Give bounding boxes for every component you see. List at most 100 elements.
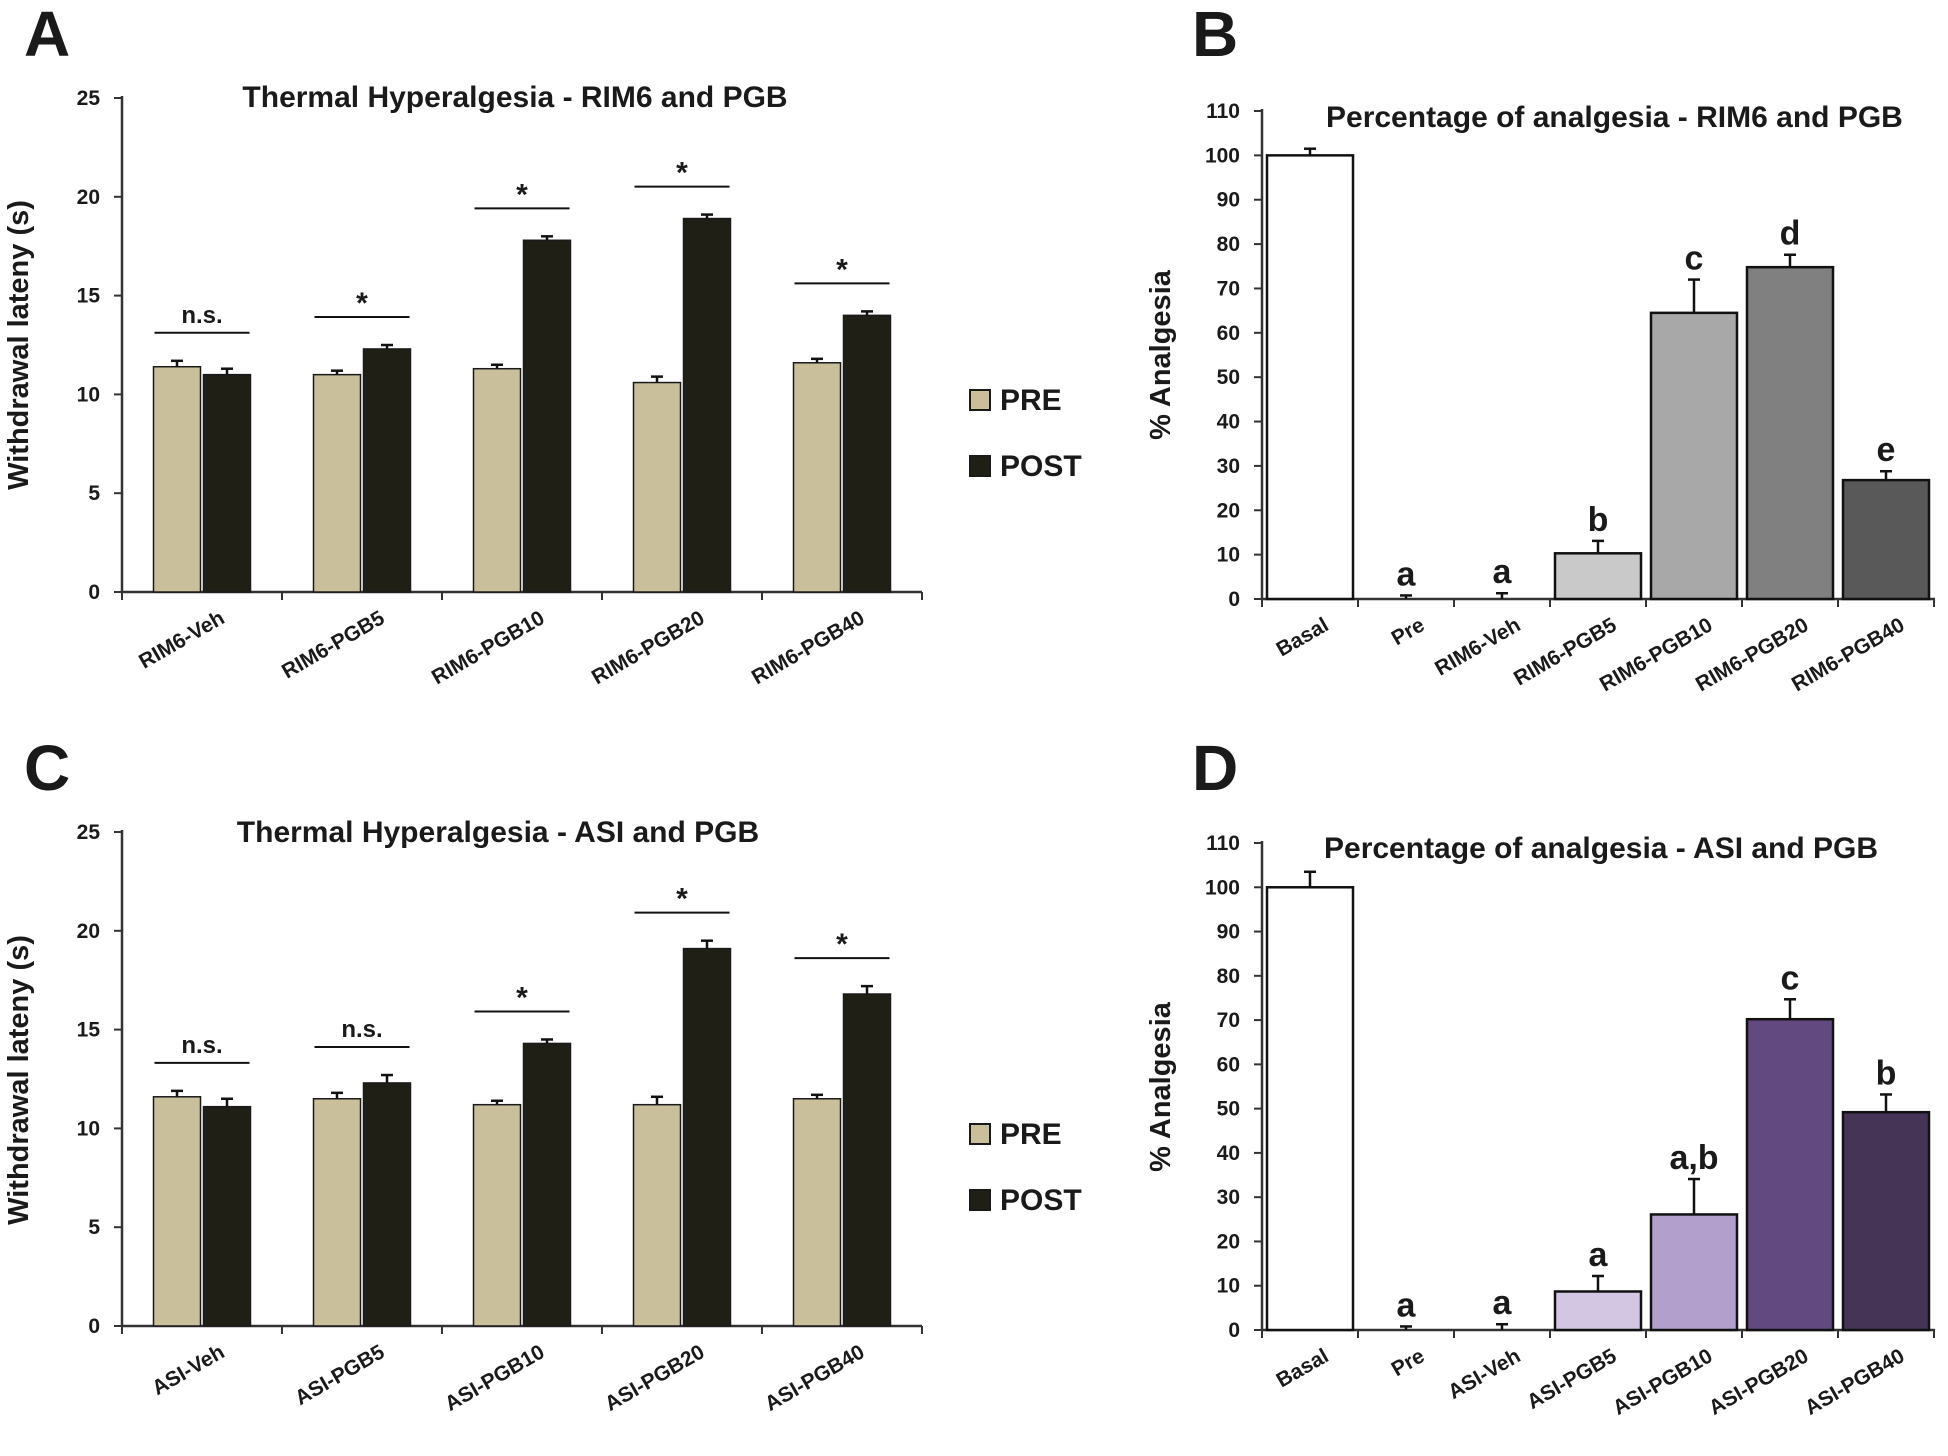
bar: [1649, 311, 1739, 601]
y-tick-label: 20: [1217, 499, 1240, 522]
significance-label: *: [356, 287, 368, 320]
bar-pre: [792, 362, 842, 593]
bar-post: [842, 314, 892, 593]
y-tick-label: 80: [1217, 233, 1240, 256]
significance-label: *: [516, 178, 528, 211]
bar-pre: [632, 381, 682, 593]
y-tick-label: 50: [1217, 1098, 1240, 1121]
group-letter: d: [1780, 215, 1801, 253]
x-tick-label: ASI-PGB40: [1801, 1344, 1909, 1419]
x-tick-label: Pre: [1388, 1344, 1429, 1381]
y-tick-label: 30: [1217, 455, 1240, 478]
group-letter: b: [1588, 501, 1609, 539]
y-tick-label: 110: [1206, 100, 1240, 123]
significance-label: *: [836, 253, 848, 286]
x-tick-label: RIM6-PGB5: [278, 606, 389, 683]
y-tick-label: 5: [88, 1216, 100, 1239]
x-tick-label: ASI-PGB20: [1705, 1344, 1813, 1419]
bar: [1265, 886, 1355, 1332]
y-tick-label: 10: [1217, 544, 1240, 567]
significance-label: *: [676, 883, 688, 916]
y-tick-label: 90: [1217, 921, 1240, 944]
x-tick-label: RIM6-PGB10: [428, 606, 549, 689]
significance-label: n.s.: [181, 1032, 222, 1059]
chart-title: Percentage of analgesia - ASI and PGB: [1324, 832, 1878, 865]
y-tick-label: 70: [1217, 277, 1240, 300]
significance-label: *: [516, 981, 528, 1014]
bar-post: [202, 1105, 252, 1327]
bar-post: [682, 947, 732, 1327]
y-tick-label: 0: [88, 1315, 100, 1338]
y-tick-label: 90: [1217, 189, 1240, 212]
group-letter: c: [1685, 240, 1704, 278]
bar: [1841, 478, 1931, 601]
y-tick-label: 0: [1228, 588, 1240, 611]
bar-post: [362, 1082, 412, 1327]
y-tick-label: 0: [1228, 1319, 1240, 1342]
y-tick-label: 20: [1217, 1230, 1240, 1253]
bar: [1553, 552, 1643, 601]
legend-swatch-post: [969, 1189, 991, 1211]
x-tick-label: ASI-PGB5: [291, 1340, 389, 1410]
y-tick-label: 100: [1205, 144, 1240, 167]
bar: [1553, 1290, 1643, 1332]
bar-post: [362, 348, 412, 593]
group-letter: a: [1493, 553, 1513, 591]
x-tick-label: ASI-Veh: [148, 1340, 228, 1400]
y-tick-label: 5: [88, 482, 100, 505]
x-tick-label: ASI-PGB10: [441, 1340, 549, 1415]
y-tick-label: 20: [77, 920, 100, 943]
group-letter: a: [1397, 1286, 1417, 1324]
chart-title: Thermal Hyperalgesia - RIM6 and PGB: [242, 81, 787, 114]
bar: [1265, 154, 1355, 601]
x-tick-label: ASI-PGB10: [1609, 1344, 1717, 1419]
y-tick-label: 30: [1217, 1186, 1240, 1209]
x-tick-label: RIM6-PGB20: [588, 606, 709, 689]
bar: [1745, 265, 1835, 601]
panel-letter-c: C: [24, 732, 70, 804]
bar-pre: [152, 365, 202, 593]
legend-swatch-post: [969, 455, 991, 477]
bar-pre: [632, 1103, 682, 1327]
y-tick-label: 20: [77, 186, 100, 209]
bar: [1841, 1110, 1931, 1332]
panel-letter-b: B: [1192, 0, 1238, 70]
y-tick-label: 10: [77, 383, 100, 406]
y-tick-label: 25: [77, 821, 101, 844]
group-letter: e: [1877, 431, 1896, 469]
group-letter: a: [1397, 555, 1417, 593]
y-tick-label: 40: [1217, 411, 1240, 434]
legend-swatch-pre: [969, 389, 991, 411]
x-tick-label: Basal: [1272, 1344, 1332, 1392]
legend-swatch-pre: [969, 1123, 991, 1145]
y-tick-label: 50: [1217, 366, 1240, 389]
bar-pre: [792, 1098, 842, 1327]
y-axis-label: % Analgesia: [1145, 269, 1177, 440]
y-tick-label: 0: [88, 581, 100, 604]
y-tick-label: 40: [1217, 1142, 1240, 1165]
bar-post: [682, 217, 732, 593]
x-tick-label: RIM6-Veh: [135, 606, 228, 673]
bar-post: [202, 373, 252, 593]
bar-pre: [312, 373, 362, 593]
x-tick-label: RIM6-PGB40: [748, 606, 869, 689]
y-tick-label: 60: [1217, 1053, 1240, 1076]
significance-label: n.s.: [341, 1016, 382, 1043]
chart-title: Thermal Hyperalgesia - ASI and PGB: [237, 816, 759, 849]
bar: [1649, 1213, 1739, 1332]
legend-label-pre: PRE: [1000, 1118, 1062, 1151]
bar-pre: [152, 1096, 202, 1327]
y-tick-label: 15: [77, 285, 101, 308]
x-tick-label: Basal: [1272, 613, 1332, 661]
y-tick-label: 60: [1217, 322, 1240, 345]
x-tick-label: ASI-PGB40: [761, 1340, 869, 1415]
panel-letter-d: D: [1192, 732, 1238, 804]
y-tick-label: 10: [1217, 1275, 1240, 1298]
x-tick-label: Pre: [1388, 613, 1429, 650]
bar-pre: [312, 1098, 362, 1327]
legend-label-post: POST: [1000, 1184, 1082, 1217]
group-letter: c: [1781, 959, 1800, 997]
bar-post: [522, 239, 572, 593]
bar-pre: [472, 1103, 522, 1327]
significance-label: n.s.: [181, 302, 222, 329]
